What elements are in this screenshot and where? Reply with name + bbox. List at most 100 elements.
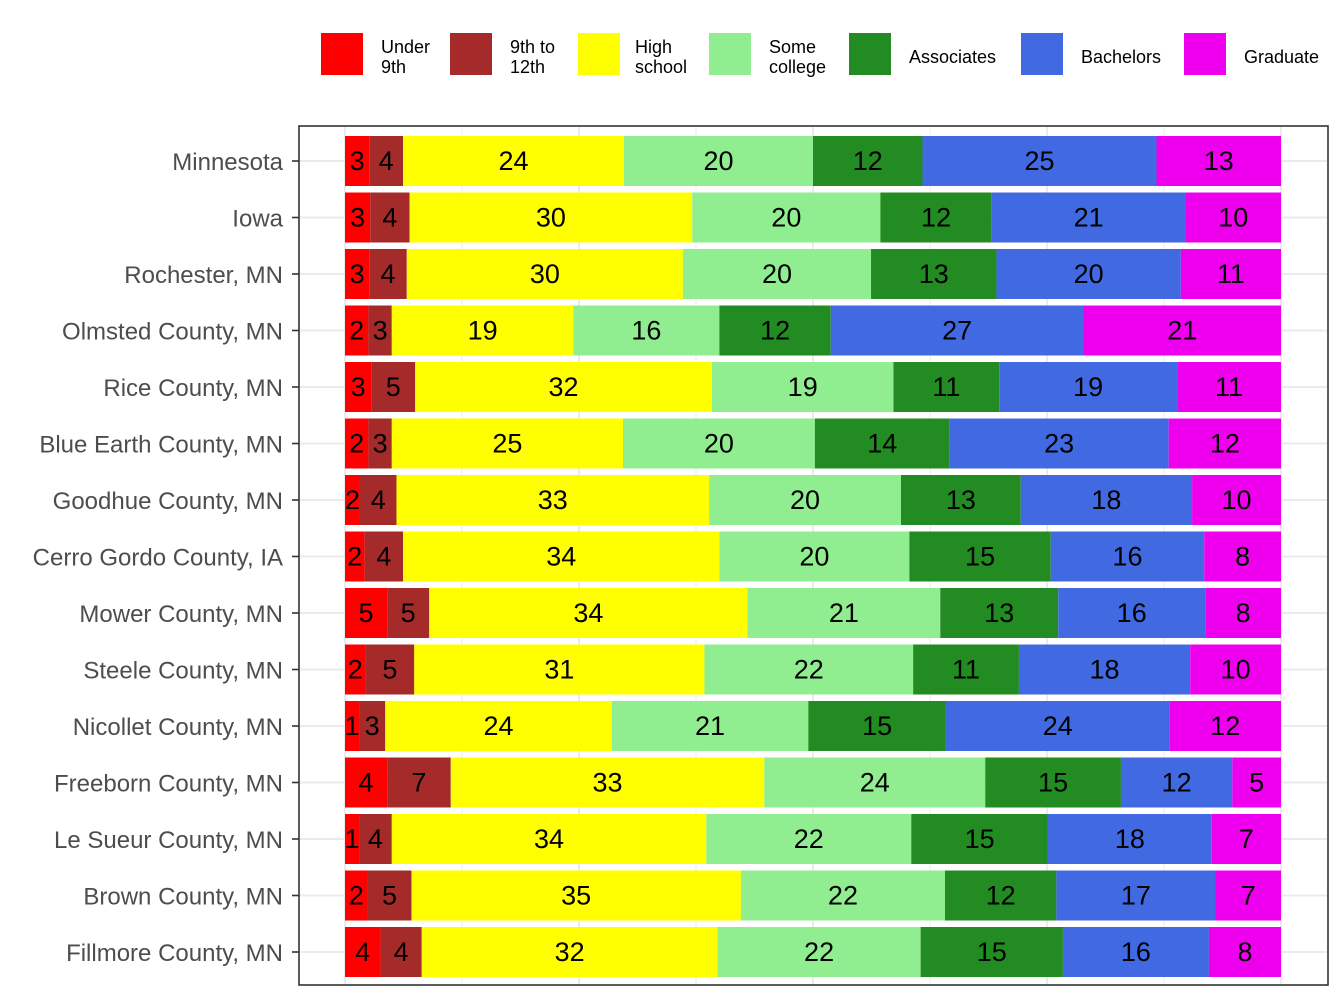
bar-segment-high-school: [429, 588, 748, 638]
legend-item-high-school: High school: [578, 33, 687, 77]
data-label: 34: [546, 542, 576, 572]
data-label: 3: [365, 711, 380, 741]
bar-segment-9th-to-12th: [364, 531, 404, 582]
bar-segment-high-school: [385, 701, 612, 751]
bar-segment-9th-to-12th: [387, 588, 430, 638]
bar-segment-high-school: [414, 644, 705, 695]
bar-row-cerro-gordo-county-ia: 2 4 34 20 15 16 8: [345, 531, 1281, 582]
legend-key: [849, 33, 891, 75]
data-label: 18: [1091, 485, 1121, 515]
bar-segment-9th-to-12th: [359, 475, 397, 525]
data-label: 20: [771, 203, 801, 233]
data-label: 18: [1115, 824, 1145, 854]
data-label: 5: [359, 598, 374, 628]
legend-label: Under 9th: [381, 37, 430, 77]
data-label: 4: [376, 542, 391, 572]
bar-segment-under-9th: [345, 644, 366, 695]
bars: 3 4 24 20 12 25 133 4 30 20 12 21 103 4 30 20 13 20 112 3 19…: [345, 136, 1281, 977]
bar-row-iowa: 3 4 30 20 12 21 10: [345, 192, 1281, 243]
bar-segment-graduate: [1208, 927, 1281, 977]
data-label: 13: [1204, 146, 1234, 176]
data-label: 15: [862, 711, 892, 741]
bar-segment-bachelors: [922, 136, 1157, 186]
data-label: 15: [977, 937, 1007, 967]
data-label: 10: [1218, 203, 1248, 233]
bar-segment-9th-to-12th: [371, 362, 416, 412]
bar-segment-graduate: [1204, 531, 1281, 582]
bar-segment-some-college: [740, 870, 945, 921]
bar-segment-some-college: [622, 418, 815, 469]
data-label: 18: [1090, 655, 1120, 685]
data-label: 2: [345, 485, 360, 515]
data-label: 32: [555, 937, 585, 967]
y-tick-label: Mower County, MN: [79, 601, 283, 628]
bar-segment-associates: [900, 475, 1021, 525]
bar-row-le-sueur-county-mn: 1 4 34 22 15 18 7: [345, 814, 1281, 864]
legend-key: [450, 33, 492, 75]
bar-segment-graduate: [1168, 418, 1281, 469]
bar-segment-9th-to-12th: [380, 927, 422, 977]
data-label: 3: [373, 429, 388, 459]
data-label: 22: [794, 824, 824, 854]
data-label: 11: [1215, 372, 1243, 402]
bar-segment-9th-to-12th: [359, 814, 392, 864]
data-label: 11: [1217, 259, 1245, 289]
bar-segment-under-9th: [345, 136, 370, 186]
bar-segment-associates: [813, 136, 923, 186]
bar-segment-some-college: [623, 136, 813, 186]
data-label: 3: [350, 146, 365, 176]
bar-segment-under-9th: [345, 305, 369, 356]
bar-segment-under-9th: [345, 757, 388, 808]
bar-segment-under-9th: [345, 249, 370, 299]
data-label: 10: [1221, 655, 1251, 685]
bar-segment-some-college: [611, 701, 809, 751]
bar-segment-under-9th: [345, 475, 360, 525]
bar-segment-9th-to-12th: [370, 192, 410, 243]
bar-segment-some-college: [682, 249, 872, 299]
data-label: 20: [790, 485, 820, 515]
legend-label: 9th to 12th: [510, 37, 555, 77]
data-label: 7: [1241, 881, 1256, 911]
data-label: 25: [492, 429, 522, 459]
data-label: 4: [382, 203, 397, 233]
data-label: 19: [1073, 372, 1103, 402]
data-label: 5: [382, 655, 397, 685]
bar-segment-9th-to-12th: [369, 249, 407, 299]
bar-segment-some-college: [706, 814, 912, 864]
data-label: 20: [799, 542, 829, 572]
legend-key: [709, 33, 751, 75]
bar-segment-high-school: [415, 362, 712, 412]
bar-segment-high-school: [391, 305, 574, 356]
bar-segment-under-9th: [345, 192, 371, 243]
data-label: 4: [359, 768, 374, 798]
bar-row-steele-county-mn: 2 5 31 22 11 18 10: [345, 644, 1281, 695]
bar-segment-9th-to-12th: [387, 757, 451, 808]
data-label: 22: [828, 881, 858, 911]
bar-segment-under-9th: [345, 814, 360, 864]
data-label: 12: [760, 316, 790, 346]
data-label: 3: [350, 259, 365, 289]
data-label: 12: [853, 146, 883, 176]
data-label: 17: [1121, 881, 1151, 911]
legend-item-associates: Associates: [849, 33, 996, 75]
bar-row-blue-earth-county-mn: 2 3 25 20 14 23 12: [345, 418, 1281, 469]
data-label: 13: [984, 598, 1014, 628]
legend-item-under-9th: Under 9th: [321, 33, 430, 77]
data-label: 2: [349, 881, 364, 911]
bar-segment-associates: [913, 644, 1019, 695]
data-label: 30: [536, 203, 566, 233]
data-label: 11: [932, 372, 960, 402]
y-tick-label: Iowa: [232, 206, 283, 233]
bar-segment-associates: [893, 362, 1000, 412]
bar-segment-bachelors: [1050, 531, 1205, 582]
bar-segment-under-9th: [345, 418, 369, 469]
bar-segment-graduate: [1169, 701, 1281, 751]
bar-segment-some-college: [717, 927, 921, 977]
y-tick-label: Steele County, MN: [83, 658, 283, 685]
legend-item-some-college: Some college: [709, 33, 826, 77]
bar-segment-under-9th: [345, 531, 365, 582]
bar-segment-high-school: [450, 757, 765, 808]
data-label: 12: [1210, 711, 1240, 741]
bar-segment-high-school: [403, 531, 720, 582]
data-label: 5: [1249, 768, 1264, 798]
